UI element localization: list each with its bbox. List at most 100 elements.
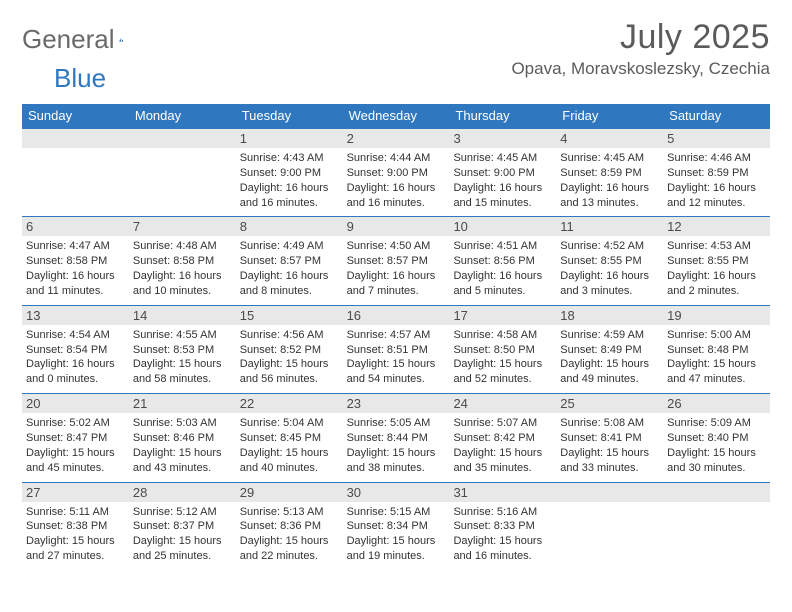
day-info: Sunrise: 5:03 AMSunset: 8:46 PMDaylight:… xyxy=(133,416,232,475)
day-info: Sunrise: 4:55 AMSunset: 8:53 PMDaylight:… xyxy=(133,328,232,387)
day-cell: 24Sunrise: 5:07 AMSunset: 8:42 PMDayligh… xyxy=(449,393,556,481)
day-info: Sunrise: 5:12 AMSunset: 8:37 PMDaylight:… xyxy=(133,505,232,564)
day-cell xyxy=(556,482,663,570)
sunrise-line: Sunrise: 4:51 AM xyxy=(453,239,552,254)
daylight-line: Daylight: 16 hours and 15 minutes. xyxy=(453,181,552,211)
title-block: July 2025 Opava, Moravskoslezsky, Czechi… xyxy=(511,18,770,79)
day-cell: 9Sunrise: 4:50 AMSunset: 8:57 PMDaylight… xyxy=(343,216,450,304)
day-info: Sunrise: 5:15 AMSunset: 8:34 PMDaylight:… xyxy=(347,505,446,564)
sunrise-line: Sunrise: 5:09 AM xyxy=(667,416,766,431)
sunset-line: Sunset: 9:00 PM xyxy=(240,166,339,181)
day-info: Sunrise: 4:58 AMSunset: 8:50 PMDaylight:… xyxy=(453,328,552,387)
sunset-line: Sunset: 8:54 PM xyxy=(26,343,125,358)
day-info: Sunrise: 5:16 AMSunset: 8:33 PMDaylight:… xyxy=(453,505,552,564)
sunset-line: Sunset: 8:50 PM xyxy=(453,343,552,358)
day-info: Sunrise: 4:51 AMSunset: 8:56 PMDaylight:… xyxy=(453,239,552,298)
sunrise-line: Sunrise: 5:07 AM xyxy=(453,416,552,431)
sunset-line: Sunset: 8:48 PM xyxy=(667,343,766,358)
day-number: 14 xyxy=(129,305,236,325)
calendar-grid: SundayMondayTuesdayWednesdayThursdayFrid… xyxy=(22,104,770,570)
day-info: Sunrise: 4:54 AMSunset: 8:54 PMDaylight:… xyxy=(26,328,125,387)
empty-day-band xyxy=(663,482,770,502)
day-info: Sunrise: 4:56 AMSunset: 8:52 PMDaylight:… xyxy=(240,328,339,387)
day-cell: 10Sunrise: 4:51 AMSunset: 8:56 PMDayligh… xyxy=(449,216,556,304)
day-cell: 2Sunrise: 4:44 AMSunset: 9:00 PMDaylight… xyxy=(343,128,450,216)
month-title: July 2025 xyxy=(511,18,770,57)
sunset-line: Sunset: 9:00 PM xyxy=(347,166,446,181)
daylight-line: Daylight: 15 hours and 27 minutes. xyxy=(26,534,125,564)
sunset-line: Sunset: 8:49 PM xyxy=(560,343,659,358)
sunrise-line: Sunrise: 4:56 AM xyxy=(240,328,339,343)
daylight-line: Daylight: 15 hours and 49 minutes. xyxy=(560,357,659,387)
sunset-line: Sunset: 8:40 PM xyxy=(667,431,766,446)
day-info: Sunrise: 4:45 AMSunset: 9:00 PMDaylight:… xyxy=(453,151,552,210)
day-info: Sunrise: 5:02 AMSunset: 8:47 PMDaylight:… xyxy=(26,416,125,475)
day-number: 15 xyxy=(236,305,343,325)
day-number: 26 xyxy=(663,393,770,413)
sunrise-line: Sunrise: 4:52 AM xyxy=(560,239,659,254)
day-cell: 21 Sunrise: 5:03 AMSunset: 8:46 PMDayligh… xyxy=(129,393,236,481)
location-text: Opava, Moravskoslezsky, Czechia xyxy=(511,59,770,79)
sunrise-line: Sunrise: 4:45 AM xyxy=(560,151,659,166)
daylight-line: Daylight: 16 hours and 8 minutes. xyxy=(240,269,339,299)
day-cell: 28 Sunrise: 5:12 AMSunset: 8:37 PMDayligh… xyxy=(129,482,236,570)
weeks-container: 1Sunrise: 4:43 AMSunset: 9:00 PMDaylight… xyxy=(22,128,770,570)
sunrise-line: Sunrise: 5:13 AM xyxy=(240,505,339,520)
logo-sail-icon xyxy=(119,29,124,51)
day-cell: 27Sunrise: 5:11 AMSunset: 8:38 PMDayligh… xyxy=(22,482,129,570)
day-info: Sunrise: 4:53 AMSunset: 8:55 PMDaylight:… xyxy=(667,239,766,298)
day-cell: 29Sunrise: 5:13 AMSunset: 8:36 PMDayligh… xyxy=(236,482,343,570)
day-cell: 5Sunrise: 4:46 AMSunset: 8:59 PMDaylight… xyxy=(663,128,770,216)
daylight-line: Daylight: 16 hours and 5 minutes. xyxy=(453,269,552,299)
daylight-line: Daylight: 15 hours and 25 minutes. xyxy=(133,534,232,564)
day-number: 31 xyxy=(449,482,556,502)
weekday-header: Sunday xyxy=(22,104,129,128)
sunrise-line: Sunrise: 5:11 AM xyxy=(26,505,125,520)
sunset-line: Sunset: 8:47 PM xyxy=(26,431,125,446)
daylight-line: Daylight: 15 hours and 43 minutes. xyxy=(133,446,232,476)
daylight-line: Daylight: 15 hours and 54 minutes. xyxy=(347,357,446,387)
day-cell xyxy=(129,128,236,216)
day-number: 25 xyxy=(556,393,663,413)
sunset-line: Sunset: 8:57 PM xyxy=(347,254,446,269)
day-cell: 23Sunrise: 5:05 AMSunset: 8:44 PMDayligh… xyxy=(343,393,450,481)
day-cell: 31 Sunrise: 5:16 AMSunset: 8:33 PMDayligh… xyxy=(449,482,556,570)
sunrise-line: Sunrise: 4:43 AM xyxy=(240,151,339,166)
day-cell: 25Sunrise: 5:08 AMSunset: 8:41 PMDayligh… xyxy=(556,393,663,481)
daylight-line: Daylight: 16 hours and 10 minutes. xyxy=(133,269,232,299)
daylight-line: Daylight: 15 hours and 47 minutes. xyxy=(667,357,766,387)
week-row: 6Sunrise: 4:47 AMSunset: 8:58 PMDaylight… xyxy=(22,216,770,304)
empty-day-band xyxy=(22,128,129,148)
day-number: 17 xyxy=(449,305,556,325)
daylight-line: Daylight: 15 hours and 19 minutes. xyxy=(347,534,446,564)
daylight-line: Daylight: 16 hours and 12 minutes. xyxy=(667,181,766,211)
day-number: 11 xyxy=(556,216,663,236)
day-cell: 17 Sunrise: 4:58 AMSunset: 8:50 PMDayligh… xyxy=(449,305,556,393)
day-cell: 14 Sunrise: 4:55 AMSunset: 8:53 PMDayligh… xyxy=(129,305,236,393)
day-cell: 16Sunrise: 4:57 AMSunset: 8:51 PMDayligh… xyxy=(343,305,450,393)
day-cell: 6Sunrise: 4:47 AMSunset: 8:58 PMDaylight… xyxy=(22,216,129,304)
day-cell: 3Sunrise: 4:45 AMSunset: 9:00 PMDaylight… xyxy=(449,128,556,216)
day-cell: 4Sunrise: 4:45 AMSunset: 8:59 PMDaylight… xyxy=(556,128,663,216)
day-number: 28 xyxy=(129,482,236,502)
week-row: 1Sunrise: 4:43 AMSunset: 9:00 PMDaylight… xyxy=(22,128,770,216)
sunset-line: Sunset: 8:37 PM xyxy=(133,519,232,534)
day-info: Sunrise: 4:48 AMSunset: 8:58 PMDaylight:… xyxy=(133,239,232,298)
weekday-header: Friday xyxy=(556,104,663,128)
sunset-line: Sunset: 8:57 PM xyxy=(240,254,339,269)
weekday-header-row: SundayMondayTuesdayWednesdayThursdayFrid… xyxy=(22,104,770,128)
daylight-line: Daylight: 16 hours and 3 minutes. xyxy=(560,269,659,299)
day-info: Sunrise: 4:43 AMSunset: 9:00 PMDaylight:… xyxy=(240,151,339,210)
sunset-line: Sunset: 8:59 PM xyxy=(667,166,766,181)
sunrise-line: Sunrise: 4:46 AM xyxy=(667,151,766,166)
day-info: Sunrise: 5:05 AMSunset: 8:44 PMDaylight:… xyxy=(347,416,446,475)
day-cell: 18Sunrise: 4:59 AMSunset: 8:49 PMDayligh… xyxy=(556,305,663,393)
day-number: 19 xyxy=(663,305,770,325)
daylight-line: Daylight: 16 hours and 7 minutes. xyxy=(347,269,446,299)
day-number: 21 xyxy=(129,393,236,413)
week-row: 20Sunrise: 5:02 AMSunset: 8:47 PMDayligh… xyxy=(22,393,770,481)
week-row: 27Sunrise: 5:11 AMSunset: 8:38 PMDayligh… xyxy=(22,482,770,570)
day-number: 6 xyxy=(22,216,129,236)
day-number: 16 xyxy=(343,305,450,325)
empty-day-band xyxy=(129,128,236,148)
